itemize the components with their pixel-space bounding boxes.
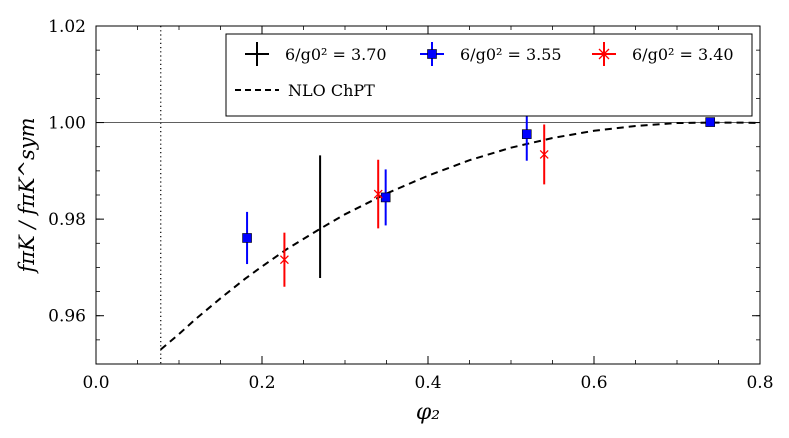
x-tick-label: 0.4 <box>414 373 441 393</box>
data-point-series-1-0 <box>242 211 252 265</box>
y-tick-label: 0.98 <box>48 210 86 230</box>
legend-entry-0: 6/g0² = 3.70 <box>245 42 387 66</box>
data-point-series-2-1 <box>373 159 383 229</box>
square-marker <box>705 117 716 127</box>
legend-entry-2: 6/g0² = 3.40 <box>592 42 734 66</box>
square-marker <box>521 129 532 139</box>
legend-label: NLO ChPT <box>288 81 375 100</box>
data-point-series-1-3 <box>705 117 716 127</box>
legend-x-marker <box>598 48 610 60</box>
fit-curve-nlo-chpt <box>160 121 760 351</box>
y-tick-label: 0.96 <box>48 307 86 327</box>
tick-layer: 0.0 0.2 0.4 0.6 0.8 0.96 0.98 1.00 1.02 <box>48 17 773 393</box>
x-marker <box>539 149 549 159</box>
legend-layer: 6/g0² = 3.70 6/g0² = 3.55 6/g0² = 3.40 NLO … <box>225 33 753 117</box>
x-marker <box>373 189 383 199</box>
y-tick-label: 1.00 <box>48 114 86 134</box>
legend-square-marker <box>427 49 437 59</box>
y-axis-label: fπK / fπK^sym <box>15 117 39 274</box>
x-tick-label: 0.6 <box>580 373 607 393</box>
x-tick-label: 0.0 <box>82 373 109 393</box>
legend-label: 6/g0² = 3.55 <box>460 45 562 64</box>
legend-entry-3: NLO ChPT <box>235 81 375 100</box>
square-marker <box>380 192 391 203</box>
plot-area <box>96 26 760 364</box>
data-point-series-2-2 <box>539 124 549 185</box>
legend-label: 6/g0² = 3.40 <box>632 45 734 64</box>
legend-box <box>225 33 753 117</box>
x-tick-label: 0.2 <box>248 373 275 393</box>
x-marker <box>279 255 289 265</box>
data-point-series-1-1 <box>380 169 391 226</box>
y-tick-label: 1.02 <box>48 17 86 37</box>
legend-entry-1: 6/g0² = 3.55 <box>420 42 562 66</box>
x-tick-label: 0.8 <box>746 373 773 393</box>
data-point-series-2-0 <box>279 232 289 287</box>
plot-layer <box>96 26 760 364</box>
square-marker <box>242 233 252 243</box>
x-axis-label: φ₂ <box>416 400 440 425</box>
label-layer: φ₂ fπK / fπK^sym <box>15 117 440 425</box>
legend-label: 6/g0² = 3.70 <box>285 45 387 64</box>
